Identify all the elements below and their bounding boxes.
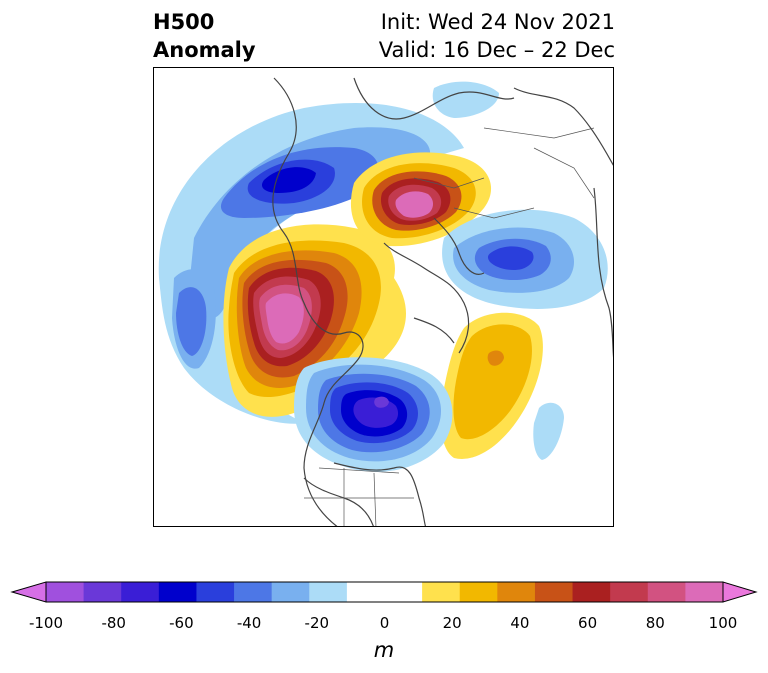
colorbar-segment [384, 582, 423, 602]
colorbar-tick-label: 0 [379, 614, 390, 632]
colorbar-tick-label: -40 [236, 614, 262, 632]
title-variable-line1: H500 [153, 10, 215, 34]
title-variable: H500 Anomaly [153, 8, 256, 64]
title-variable-line2: Anomaly [153, 38, 256, 62]
colorbar-segment [422, 582, 461, 602]
colorbar-outline [45, 581, 724, 603]
anomaly-map [153, 67, 614, 527]
anomaly-map-svg [158, 77, 613, 526]
high-europe [350, 152, 492, 247]
low-siberia [432, 81, 608, 309]
colorbar-segment [46, 582, 85, 602]
colorbar-tick-label: 40 [510, 614, 530, 632]
colorbar-tick-label: -80 [101, 614, 126, 632]
colorbar-segment [534, 582, 574, 602]
colorbar-extend-high [722, 581, 758, 603]
colorbar-segment [647, 582, 686, 602]
colorbar-tick-label: -60 [169, 614, 194, 632]
colorbar-segment [309, 582, 348, 602]
colorbar-segment [121, 582, 160, 602]
colorbar-segment [572, 582, 611, 602]
colorbar-segment [459, 582, 498, 602]
colorbar [10, 581, 758, 603]
valid-range: Valid: 16 Dec – 22 Dec [378, 38, 615, 62]
init-date: Init: Wed 24 Nov 2021 [380, 10, 615, 34]
colorbar-tick-label: 100 [708, 614, 738, 632]
high-alaska [223, 224, 406, 417]
borders [304, 127, 595, 526]
colorbar-segment [346, 582, 385, 602]
coastlines [272, 77, 613, 526]
colorbar-tick-label: 80 [645, 614, 665, 632]
title-dates: Init: Wed 24 Nov 2021 Valid: 16 Dec – 22… [379, 8, 615, 64]
high-atlantic [441, 312, 564, 460]
low-canada [294, 357, 453, 472]
colorbar-extend-low [10, 581, 47, 603]
colorbar-tick-label: -100 [28, 614, 64, 632]
colorbar-segment [234, 582, 273, 602]
colorbar-segment [497, 582, 536, 602]
colorbar-segment [196, 582, 235, 602]
colorbar-tick-label: 20 [442, 614, 462, 632]
colorbar-segment [610, 582, 649, 602]
colorbar-segment [83, 582, 122, 602]
colorbar-tick-label: -20 [304, 614, 330, 632]
colorbar-segment [158, 582, 197, 602]
colorbar-segment [685, 582, 724, 602]
colorbar-segment [271, 582, 310, 602]
colorbar-tick-label: 60 [578, 614, 598, 632]
colorbar-unit: m [373, 638, 395, 662]
colorbar-segments [10, 581, 758, 603]
